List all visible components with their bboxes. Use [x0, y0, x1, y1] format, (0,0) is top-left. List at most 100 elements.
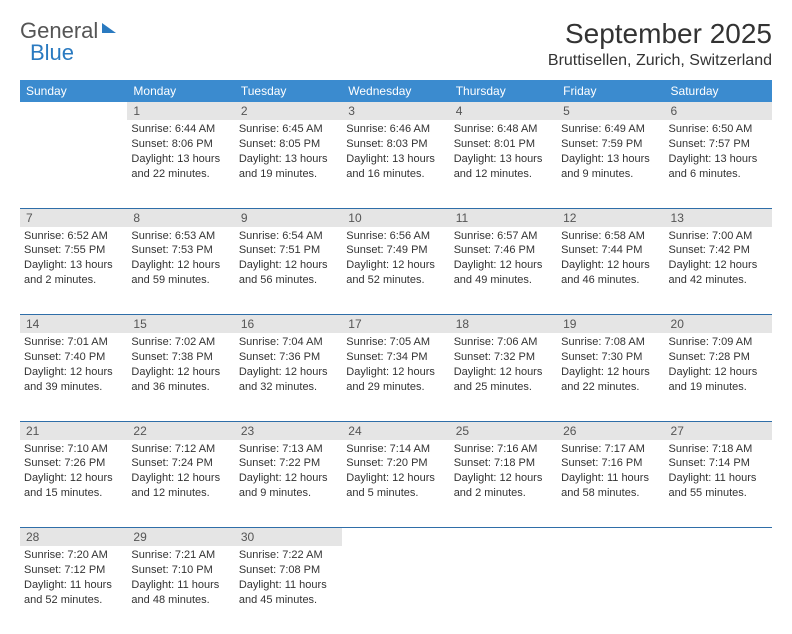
sunset-line: Sunset: 7:08 PM [239, 563, 338, 578]
sunrise-line: Sunrise: 6:56 AM [346, 229, 445, 244]
sunset-line: Sunset: 8:06 PM [131, 137, 230, 152]
day-cell-text: Sunrise: 6:49 AMSunset: 7:59 PMDaylight:… [561, 122, 660, 181]
daynum-cell: 5 [557, 102, 664, 120]
day-cell: Sunrise: 7:22 AMSunset: 7:08 PMDaylight:… [235, 546, 342, 634]
sunset-line: Sunset: 7:51 PM [239, 243, 338, 258]
sunrise-line: Sunrise: 7:14 AM [346, 442, 445, 457]
calendar-table: Sunday Monday Tuesday Wednesday Thursday… [20, 80, 772, 634]
daylight-line: Daylight: 12 hours and 59 minutes. [131, 258, 230, 288]
day-cell: Sunrise: 6:57 AMSunset: 7:46 PMDaylight:… [450, 227, 557, 315]
day-cell-text: Sunrise: 6:53 AMSunset: 7:53 PMDaylight:… [131, 229, 230, 288]
day-cell-text: Sunrise: 7:16 AMSunset: 7:18 PMDaylight:… [454, 442, 553, 501]
day-cell: Sunrise: 7:04 AMSunset: 7:36 PMDaylight:… [235, 333, 342, 421]
daynum-cell: 1 [127, 102, 234, 120]
sunrise-line: Sunrise: 7:00 AM [669, 229, 768, 244]
sunset-line: Sunset: 7:53 PM [131, 243, 230, 258]
sunset-line: Sunset: 7:34 PM [346, 350, 445, 365]
daynum-cell: 6 [665, 102, 772, 120]
location-text: Bruttisellen, Zurich, Switzerland [548, 52, 772, 70]
sunset-line: Sunset: 7:12 PM [24, 563, 123, 578]
day-cell: Sunrise: 7:05 AMSunset: 7:34 PMDaylight:… [342, 333, 449, 421]
daynum-cell: 21 [20, 421, 127, 440]
sunset-line: Sunset: 7:44 PM [561, 243, 660, 258]
day-cell-text: Sunrise: 7:18 AMSunset: 7:14 PMDaylight:… [669, 442, 768, 501]
week-row: Sunrise: 6:44 AMSunset: 8:06 PMDaylight:… [20, 120, 772, 208]
sunset-line: Sunset: 7:22 PM [239, 456, 338, 471]
sunrise-line: Sunrise: 7:21 AM [131, 548, 230, 563]
sunset-line: Sunset: 7:38 PM [131, 350, 230, 365]
sunset-line: Sunset: 7:10 PM [131, 563, 230, 578]
day-cell-text: Sunrise: 7:22 AMSunset: 7:08 PMDaylight:… [239, 548, 338, 607]
day-cell-empty [20, 120, 127, 208]
daylight-line: Daylight: 12 hours and 52 minutes. [346, 258, 445, 288]
day-cell-text: Sunrise: 7:08 AMSunset: 7:30 PMDaylight:… [561, 335, 660, 394]
daynum-cell: 4 [450, 102, 557, 120]
day-cell: Sunrise: 7:21 AMSunset: 7:10 PMDaylight:… [127, 546, 234, 634]
daylight-line: Daylight: 13 hours and 19 minutes. [239, 152, 338, 182]
day-cell: Sunrise: 7:02 AMSunset: 7:38 PMDaylight:… [127, 333, 234, 421]
daynum-cell: 29 [127, 528, 234, 547]
day-header-sun: Sunday [20, 80, 127, 102]
day-cell: Sunrise: 6:44 AMSunset: 8:06 PMDaylight:… [127, 120, 234, 208]
day-cell-text: Sunrise: 6:57 AMSunset: 7:46 PMDaylight:… [454, 229, 553, 288]
day-cell: Sunrise: 7:09 AMSunset: 7:28 PMDaylight:… [665, 333, 772, 421]
daynum-row: 21222324252627 [20, 421, 772, 440]
day-cell-text: Sunrise: 6:50 AMSunset: 7:57 PMDaylight:… [669, 122, 768, 181]
daynum-cell: 11 [450, 208, 557, 227]
sunset-line: Sunset: 7:57 PM [669, 137, 768, 152]
day-cell: Sunrise: 7:06 AMSunset: 7:32 PMDaylight:… [450, 333, 557, 421]
day-cell: Sunrise: 6:46 AMSunset: 8:03 PMDaylight:… [342, 120, 449, 208]
daynum-empty [665, 528, 772, 547]
daylight-line: Daylight: 13 hours and 9 minutes. [561, 152, 660, 182]
sunrise-line: Sunrise: 7:12 AM [131, 442, 230, 457]
sunrise-line: Sunrise: 7:06 AM [454, 335, 553, 350]
day-cell-text: Sunrise: 7:02 AMSunset: 7:38 PMDaylight:… [131, 335, 230, 394]
daylight-line: Daylight: 13 hours and 2 minutes. [24, 258, 123, 288]
day-header-sat: Saturday [665, 80, 772, 102]
daylight-line: Daylight: 13 hours and 6 minutes. [669, 152, 768, 182]
sunrise-line: Sunrise: 7:05 AM [346, 335, 445, 350]
daylight-line: Daylight: 12 hours and 39 minutes. [24, 365, 123, 395]
sunrise-line: Sunrise: 7:22 AM [239, 548, 338, 563]
sunset-line: Sunset: 7:59 PM [561, 137, 660, 152]
daylight-line: Daylight: 12 hours and 32 minutes. [239, 365, 338, 395]
day-cell: Sunrise: 7:13 AMSunset: 7:22 PMDaylight:… [235, 440, 342, 528]
daynum-cell: 28 [20, 528, 127, 547]
day-cell-text: Sunrise: 7:09 AMSunset: 7:28 PMDaylight:… [669, 335, 768, 394]
day-cell-text: Sunrise: 7:05 AMSunset: 7:34 PMDaylight:… [346, 335, 445, 394]
calendar-header-row: Sunday Monday Tuesday Wednesday Thursday… [20, 80, 772, 102]
day-cell: Sunrise: 6:45 AMSunset: 8:05 PMDaylight:… [235, 120, 342, 208]
sunset-line: Sunset: 8:05 PM [239, 137, 338, 152]
logo-text-blue: Blue [30, 40, 74, 66]
sunset-line: Sunset: 7:28 PM [669, 350, 768, 365]
day-header-wed: Wednesday [342, 80, 449, 102]
daynum-cell: 10 [342, 208, 449, 227]
day-cell: Sunrise: 7:08 AMSunset: 7:30 PMDaylight:… [557, 333, 664, 421]
daynum-cell: 27 [665, 421, 772, 440]
day-cell-text: Sunrise: 6:56 AMSunset: 7:49 PMDaylight:… [346, 229, 445, 288]
daylight-line: Daylight: 11 hours and 52 minutes. [24, 578, 123, 608]
day-cell-empty [450, 546, 557, 634]
sunrise-line: Sunrise: 7:17 AM [561, 442, 660, 457]
day-header-fri: Friday [557, 80, 664, 102]
sunrise-line: Sunrise: 7:16 AM [454, 442, 553, 457]
daynum-cell: 13 [665, 208, 772, 227]
sunrise-line: Sunrise: 6:50 AM [669, 122, 768, 137]
day-cell: Sunrise: 7:16 AMSunset: 7:18 PMDaylight:… [450, 440, 557, 528]
week-row: Sunrise: 7:20 AMSunset: 7:12 PMDaylight:… [20, 546, 772, 634]
day-cell: Sunrise: 6:58 AMSunset: 7:44 PMDaylight:… [557, 227, 664, 315]
day-cell-text: Sunrise: 7:17 AMSunset: 7:16 PMDaylight:… [561, 442, 660, 501]
week-row: Sunrise: 7:10 AMSunset: 7:26 PMDaylight:… [20, 440, 772, 528]
daynum-row: 14151617181920 [20, 315, 772, 334]
daylight-line: Daylight: 12 hours and 9 minutes. [239, 471, 338, 501]
day-cell: Sunrise: 6:56 AMSunset: 7:49 PMDaylight:… [342, 227, 449, 315]
sunrise-line: Sunrise: 7:08 AM [561, 335, 660, 350]
day-cell: Sunrise: 7:01 AMSunset: 7:40 PMDaylight:… [20, 333, 127, 421]
sunrise-line: Sunrise: 7:18 AM [669, 442, 768, 457]
daynum-cell: 14 [20, 315, 127, 334]
day-cell-text: Sunrise: 7:13 AMSunset: 7:22 PMDaylight:… [239, 442, 338, 501]
sunrise-line: Sunrise: 6:48 AM [454, 122, 553, 137]
day-cell-text: Sunrise: 7:01 AMSunset: 7:40 PMDaylight:… [24, 335, 123, 394]
sunset-line: Sunset: 7:16 PM [561, 456, 660, 471]
sunset-line: Sunset: 7:46 PM [454, 243, 553, 258]
